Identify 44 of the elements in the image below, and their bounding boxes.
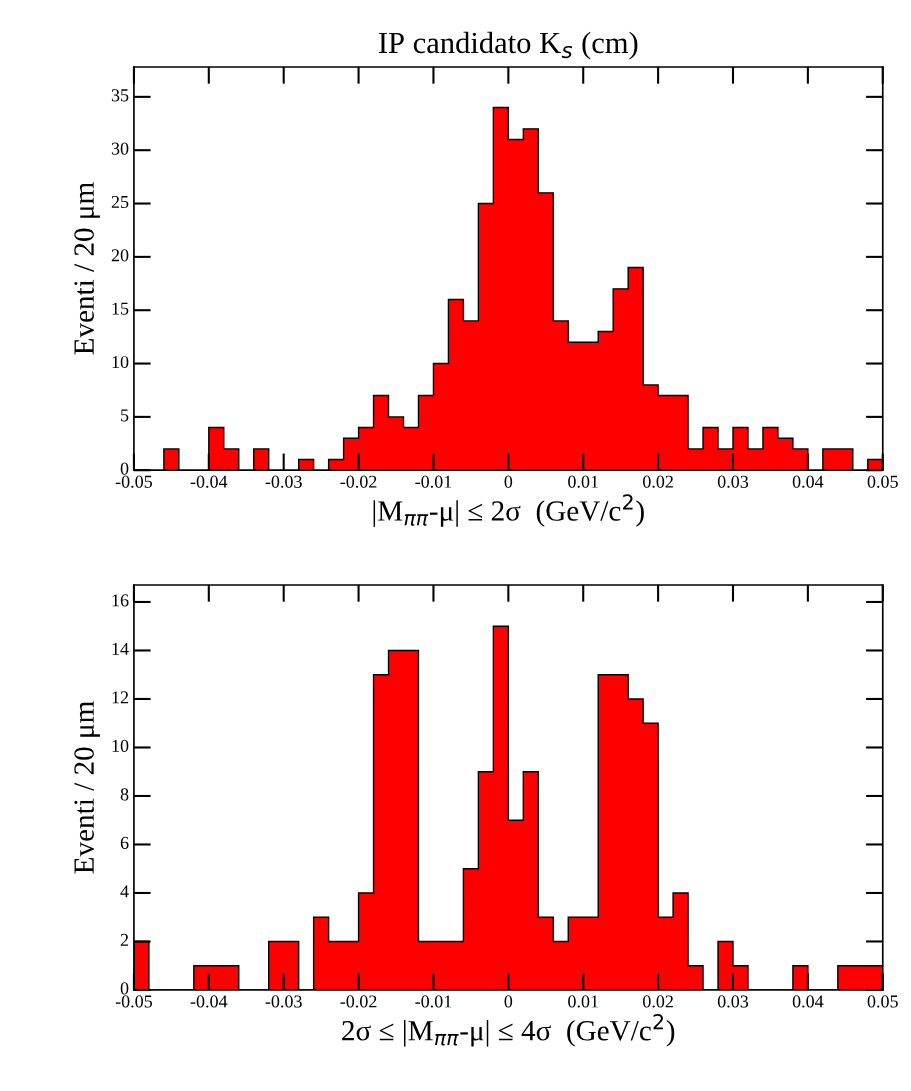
x-tick-label: 0.03 <box>717 475 749 488</box>
y-tick-label: 12 <box>112 691 129 704</box>
y-tick-label: 0 <box>120 462 129 475</box>
y-tick-label: 16 <box>112 594 129 607</box>
y-tick-label: 10 <box>112 739 129 752</box>
y-tick-label: 2 <box>120 933 129 946</box>
x-tick-label: -0.02 <box>340 995 377 1008</box>
x-tick-label: 0.01 <box>568 475 598 488</box>
x-tick-label: 0.02 <box>643 995 673 1008</box>
y-tick-label: 15 <box>112 302 129 315</box>
chart-title: IP candidato K$_{s}$ (cm) <box>378 31 638 60</box>
y-tick-label: 10 <box>112 355 129 369</box>
x-axis-title: 2σ ≤ |M$_{ππ}$-μ| ≤ 4σ (GeV/c$^{2}$) <box>342 1013 675 1047</box>
x-tick-label: -0.04 <box>190 475 228 488</box>
y-tick-label: 6 <box>120 836 129 849</box>
y-tick-label: 35 <box>111 89 129 102</box>
y-tick-label: 4 <box>120 885 129 898</box>
x-tick-label: 0.03 <box>717 995 749 1008</box>
y-tick-label: 14 <box>112 642 129 655</box>
y-tick-label: 0 <box>120 982 129 995</box>
x-tick-label: 0 <box>504 995 513 1008</box>
x-tick-label: -0.03 <box>265 475 302 488</box>
y-tick-label: 5 <box>121 409 129 422</box>
x-tick-label: 0 <box>504 475 513 488</box>
y-tick-label: 30 <box>111 142 129 155</box>
y-tick-label: 20 <box>111 249 129 262</box>
x-tick-label: -0.05 <box>115 475 153 488</box>
x-tick-label: 0.05 <box>867 475 898 488</box>
x-tick-label: 0.04 <box>792 995 824 1008</box>
x-tick-label: 0.05 <box>867 995 898 1008</box>
y-axis-title: Eventi / 20 μm <box>74 701 100 874</box>
x-tick-label: -0.03 <box>265 995 302 1008</box>
x-tick-label: -0.04 <box>190 995 228 1008</box>
x-tick-label: -0.01 <box>415 995 452 1008</box>
x-tick-label: 0.02 <box>643 475 673 488</box>
x-axis-title: |M$_{ππ}$-μ| ≤ 2σ (GeV/c$^{2}$) <box>373 494 644 527</box>
x-tick-label: 0.01 <box>568 995 598 1008</box>
y-tick-label: 25 <box>111 195 129 209</box>
y-axis-title: Eventi / 20 μm <box>74 182 100 355</box>
x-tick-label: 0.04 <box>792 475 824 488</box>
y-tick-label: 8 <box>120 788 129 801</box>
x-tick-label: -0.05 <box>115 995 153 1008</box>
x-tick-label: -0.02 <box>340 475 377 488</box>
x-tick-label: -0.01 <box>415 475 452 488</box>
